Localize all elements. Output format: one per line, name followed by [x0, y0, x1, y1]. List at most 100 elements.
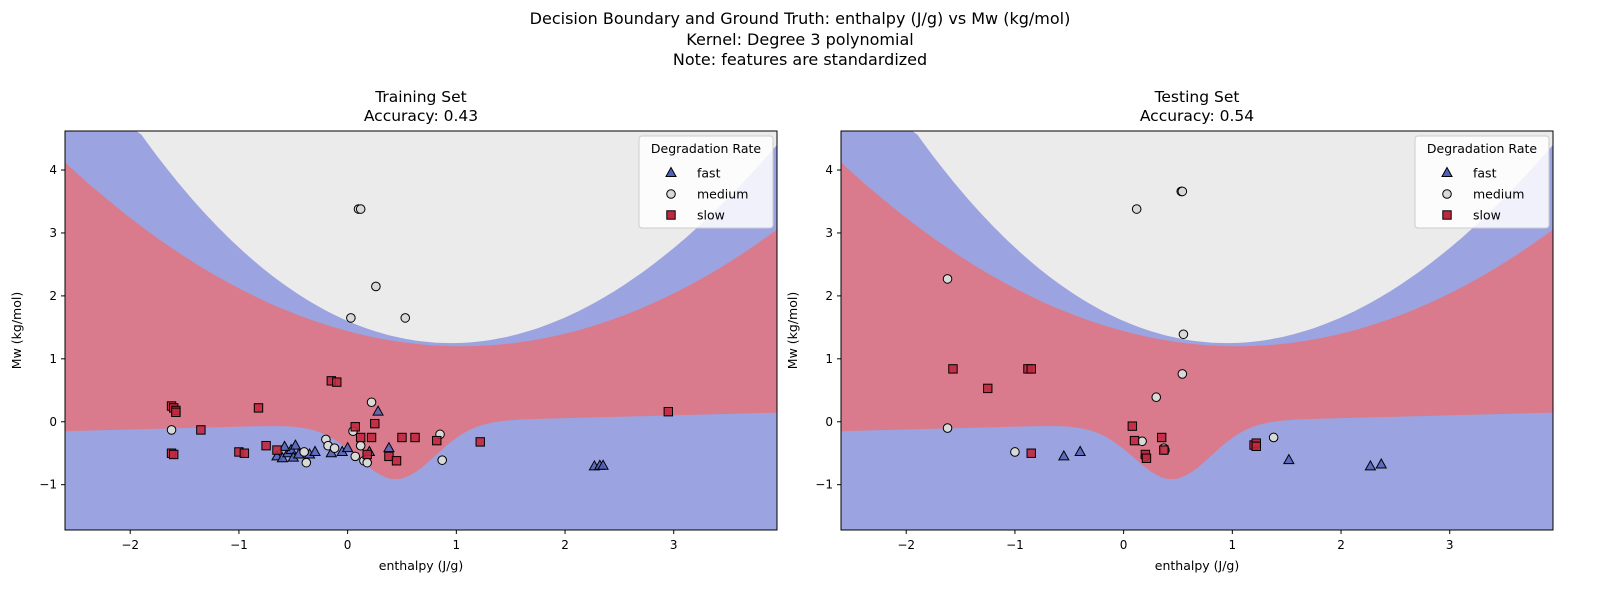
region-medium — [65, 131, 777, 344]
y-axis-label: Mw (kg/mol) — [785, 292, 800, 369]
point-medium — [329, 443, 340, 453]
region-slow — [65, 162, 777, 480]
point-medium — [1268, 432, 1279, 443]
point-medium — [942, 423, 953, 433]
y-tick-label: −1 — [39, 478, 57, 492]
point-slow — [1141, 453, 1152, 463]
point-slow — [391, 456, 402, 466]
point-medium — [1131, 204, 1142, 214]
panel-title: Training Set — [374, 88, 467, 106]
y-tick-label: 3 — [49, 226, 57, 240]
point-slow — [239, 448, 250, 458]
x-tick-label: −1 — [230, 538, 248, 552]
y-tick-label: 1 — [825, 352, 833, 366]
axes-frame — [64, 130, 778, 531]
point-medium — [362, 457, 372, 468]
point-slow — [272, 445, 282, 455]
x-tick-label: 0 — [344, 538, 352, 552]
point-slow — [261, 440, 271, 451]
y-tick-label: 1 — [49, 352, 57, 366]
suptitle-line: Kernel: Degree 3 polynomial — [686, 29, 914, 49]
point-fast — [1057, 449, 1070, 461]
suptitle-line: Decision Boundary and Ground Truth: enth… — [529, 9, 1071, 28]
point-slow — [663, 406, 673, 417]
point-medium — [371, 281, 381, 292]
point-medium — [400, 313, 411, 323]
point-fast — [341, 441, 354, 453]
point-medium — [1010, 447, 1020, 457]
legend-box — [638, 135, 774, 229]
point-slow — [332, 377, 342, 387]
point-medium — [299, 447, 309, 457]
y-tick-label: 4 — [825, 163, 833, 177]
point-fast — [597, 459, 609, 470]
y-tick-label: 0 — [825, 415, 833, 429]
x-axis-label: enthalpy (J/g) — [1155, 558, 1239, 573]
y-tick-label: −1 — [815, 478, 833, 492]
x-tick-label: 3 — [670, 538, 678, 552]
point-fast — [1364, 459, 1377, 471]
point-slow — [355, 432, 366, 443]
legend-marker-medium — [666, 189, 676, 199]
region-medium — [841, 131, 1553, 344]
x-tick-label: 2 — [1337, 538, 1345, 552]
point-medium — [355, 204, 366, 214]
point-medium — [1177, 369, 1188, 379]
point-medium — [301, 457, 312, 468]
legend-marker-fast — [665, 166, 677, 177]
point-fast — [276, 451, 289, 463]
point-medium — [942, 274, 953, 284]
panel-subtitle: Accuracy: 0.43 — [364, 107, 478, 125]
point-slow — [370, 418, 380, 429]
point-slow — [1026, 448, 1036, 458]
x-tick-label: 1 — [1229, 538, 1237, 552]
point-slow — [1251, 441, 1261, 451]
x-tick-label: −2 — [897, 538, 915, 552]
point-slow — [1129, 435, 1140, 446]
point-fast — [1283, 453, 1295, 465]
legend-label-fast: fast — [697, 166, 721, 181]
point-slow — [1127, 421, 1138, 431]
legend-label-slow: slow — [697, 208, 725, 223]
plot-area — [65, 131, 777, 530]
figure-suptitle: Decision Boundary and Ground Truth: enth… — [0, 9, 1600, 71]
x-tick-label: −2 — [121, 538, 139, 552]
point-fast — [1375, 458, 1388, 469]
legend-marker-fast — [1441, 166, 1453, 177]
point-slow — [350, 422, 360, 432]
legend-label-slow: slow — [1473, 208, 1501, 223]
point-fast — [289, 439, 302, 450]
point-slow — [196, 425, 206, 435]
point-fast — [1074, 445, 1086, 456]
legend-label-medium: medium — [697, 187, 748, 202]
point-medium — [1178, 329, 1189, 340]
point-fast — [372, 405, 384, 416]
x-tick-label: 1 — [453, 538, 461, 552]
point-slow — [410, 432, 420, 443]
point-medium — [355, 440, 366, 451]
panel-title: Testing Set — [1154, 88, 1240, 106]
legend-marker-medium — [1442, 189, 1452, 199]
axes-frame — [840, 130, 1554, 531]
y-tick-label: 2 — [825, 289, 833, 303]
point-medium — [437, 455, 447, 465]
legend-label-fast: fast — [1473, 166, 1497, 181]
point-medium — [366, 397, 377, 408]
legend-title: Degradation Rate — [1427, 141, 1538, 156]
point-slow — [475, 437, 485, 447]
point-slow — [397, 432, 407, 443]
point-slow — [366, 432, 377, 443]
point-slow — [983, 383, 993, 394]
x-tick-label: −1 — [1006, 538, 1024, 552]
point-slow — [432, 435, 442, 446]
x-axis-label: enthalpy (J/g) — [379, 558, 463, 573]
point-slow — [1026, 364, 1036, 374]
point-slow — [171, 407, 181, 418]
point-fast — [309, 445, 321, 456]
point-fast — [278, 440, 291, 451]
x-tick-label: 3 — [1446, 538, 1454, 552]
point-slow — [1159, 445, 1169, 455]
point-slow — [948, 364, 958, 374]
